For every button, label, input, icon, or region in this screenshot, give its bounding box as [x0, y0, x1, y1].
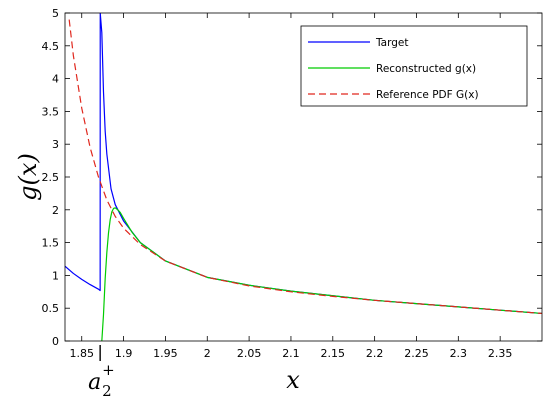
x-tick-label: 1.9 — [115, 347, 133, 360]
x-axis-title: x — [286, 366, 300, 394]
x-tick-label: 2.3 — [450, 347, 468, 360]
y-axis-title-group: g(x) — [14, 153, 42, 201]
x-tick-label: 1.85 — [69, 347, 94, 360]
y-tick-label: 3 — [52, 138, 59, 151]
x-tick-label: 2.15 — [321, 347, 346, 360]
x-tick-label: 2.2 — [366, 347, 384, 360]
x-tick-label: 2.1 — [282, 347, 300, 360]
y-tick-label: 0 — [52, 335, 59, 348]
series-line-reconstructed — [101, 207, 542, 341]
annotation-base: a — [88, 370, 101, 395]
legend-label-target: Target — [375, 37, 408, 49]
y-tick-label: 1 — [52, 269, 59, 282]
y-axis-title: g(x) — [14, 153, 42, 201]
y-tick-label: 3.5 — [42, 105, 60, 118]
y-tick-label: 0.5 — [42, 302, 60, 315]
x-tick-label: 2 — [204, 347, 211, 360]
y-tick-label: 4.5 — [42, 40, 60, 53]
y-tick-label: 1.5 — [42, 237, 60, 250]
legend-label-reference: Reference PDF G(x) — [376, 89, 479, 101]
x-tick-label: 2.05 — [237, 347, 262, 360]
x-tick-label: 2.25 — [404, 347, 429, 360]
y-tick-label: 5 — [52, 7, 59, 20]
legend-label-reconstructed: Reconstructed g(x) — [376, 63, 476, 75]
annotation-subscript: 2 — [102, 382, 112, 400]
x-tick-label: 2.35 — [488, 347, 513, 360]
y-tick-label: 4 — [52, 73, 59, 86]
legend-box — [300, 25, 528, 107]
annotation-superscript: + — [102, 361, 115, 379]
y-tick-label: 2.5 — [42, 171, 60, 184]
legend: Target Reconstructed g(x) Reference PDF … — [300, 25, 528, 107]
x-tick-label: 1.95 — [153, 347, 178, 360]
y-tick-label: 2 — [52, 204, 59, 217]
